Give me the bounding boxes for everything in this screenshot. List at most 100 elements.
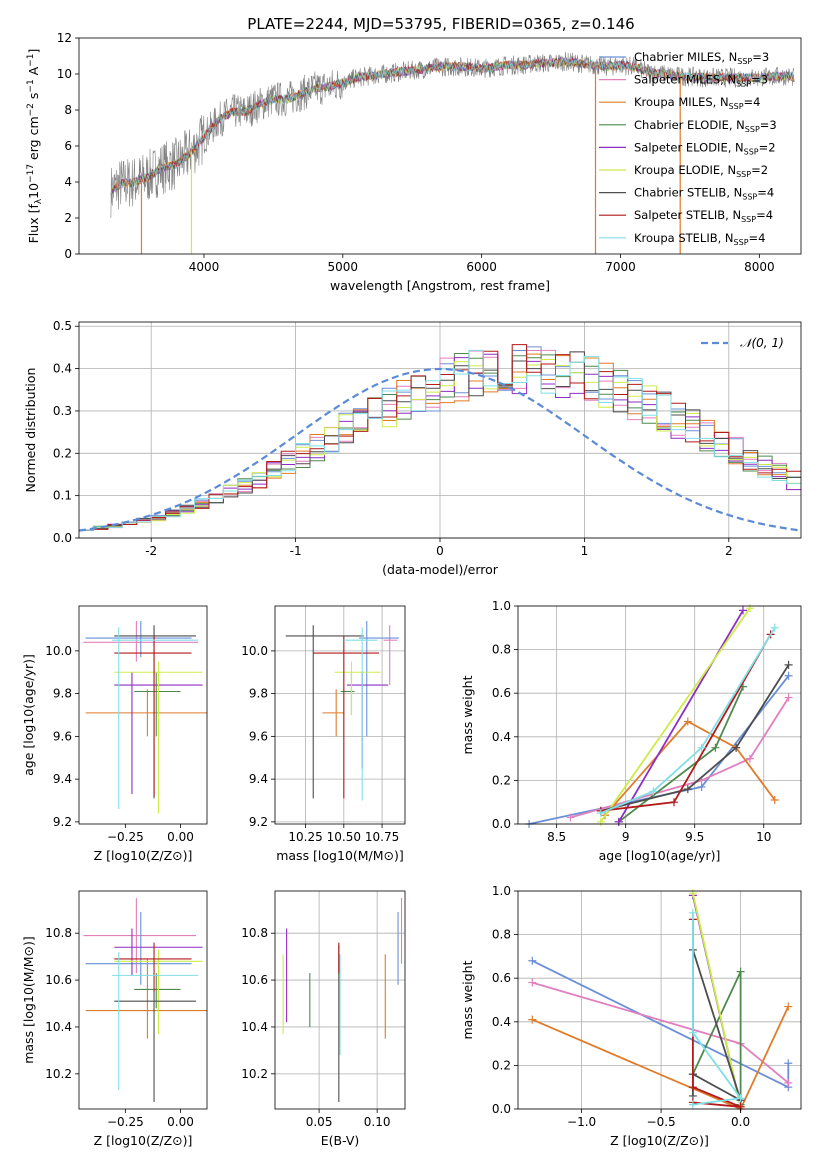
errorbar-chabrier-stelib	[285, 625, 364, 799]
weight-path	[692, 912, 743, 1106]
x-tick-label: -2	[145, 544, 157, 558]
legend-label-normal: 𝒩(0, 1)	[740, 336, 784, 350]
z-vs-age-xlabel: Z [log10(Z/Z⊙)]	[94, 848, 193, 863]
weight-marker	[688, 1083, 697, 1092]
y-tick-label: 0.4	[53, 362, 72, 376]
x-tick-label: 0.0	[731, 1115, 750, 1129]
weight-marker	[784, 1002, 793, 1011]
errorbar-salpeter-miles	[383, 625, 398, 686]
y-tick-label: 0.4	[492, 1015, 511, 1029]
z-vs-mass-ylabel: mass [log10(M/M⊙)]	[21, 936, 36, 1064]
residuals-xlabel: (data-model)/error	[382, 562, 499, 577]
y-tick-label: 10.2	[45, 1067, 72, 1081]
z-vs-massweight-frame	[517, 890, 802, 1110]
weight-marker	[711, 743, 720, 752]
y-tick-label: 10.0	[241, 644, 268, 658]
errorbar-chabrier-elodie	[134, 672, 181, 737]
weight-marker	[736, 967, 745, 976]
legend-label-salpeter-stelib: Salpeter STELIB, NSSP=4	[634, 208, 773, 224]
weight-marker	[688, 1100, 697, 1109]
y-tick-label: 1.0	[492, 599, 511, 613]
weight-marker	[688, 1028, 697, 1037]
weight-path	[692, 893, 742, 1107]
legend-label-chabrier-stelib: Chabrier STELIB, NSSP=4	[634, 186, 774, 202]
x-tick-label: 0	[436, 544, 444, 558]
x-tick-label: 0.00	[167, 830, 194, 844]
residuals-axes: -2 -1 0 1 2 0.0 0.1 0.2 0.3 0.4 0.5 (data-model)/er…	[23, 319, 802, 577]
x-tick-label: 2	[725, 544, 733, 558]
errorbar-kroupa-miles	[85, 689, 207, 737]
weight-marker	[770, 796, 779, 805]
histogram-salpeter-elodie	[79, 353, 801, 531]
y-tick-label: 10.8	[241, 926, 268, 940]
y-tick-label: 9.2	[53, 815, 72, 829]
y-tick-label: 0.0	[492, 1102, 511, 1116]
z-vs-massweight-xlabel: Z [log10(Z/Z⊙)]	[610, 1133, 709, 1148]
mass-vs-age-axes: 10.25 10.50 10.75 9.2 9.4 9.6 9.8 10.0 mass [log…	[241, 605, 406, 863]
weight-marker	[745, 754, 754, 763]
spectrum-axes: 4000 5000 6000 7000 8000 0 2 4 6 8 10 12 wavelength …	[26, 31, 802, 293]
age-vs-massweight-axes: 8.5 9 9.5 10 0.0 0.2 0.4 0.6 0.8 1.0 age [log10(ag…	[460, 599, 802, 863]
y-tick-label: 10.0	[45, 644, 72, 658]
y-tick-label: 9.2	[249, 815, 268, 829]
weight-marker	[683, 717, 692, 726]
errorbar-kroupa-stelib	[112, 627, 199, 810]
errorbar-salpeter-stelib	[114, 635, 192, 797]
weight-marker	[683, 785, 692, 794]
errorbar-salpeter-miles	[83, 898, 196, 974]
weight-marker	[688, 889, 697, 898]
z-vs-massweight-axes: −1.0 −0.5 0.0 0.0 0.2 0.4 0.6 0.8 1.0 Z [log10(Z/…	[460, 884, 802, 1148]
weight-marker	[736, 1094, 745, 1103]
y-tick-label: 8	[64, 103, 72, 117]
x-tick-label: 8.5	[547, 830, 566, 844]
y-tick-label: 9.6	[53, 729, 72, 743]
errorbar-kroupa-stelib	[112, 951, 199, 1091]
weight-marker	[688, 908, 697, 917]
y-tick-label: 9.8	[249, 687, 268, 701]
y-tick-label: 0.2	[492, 773, 511, 787]
y-tick-label: 1.0	[492, 884, 511, 898]
y-tick-label: 10.8	[45, 926, 72, 940]
weight-marker	[732, 743, 741, 752]
errorbar-kroupa-miles	[85, 958, 207, 1039]
y-tick-label: 0.0	[492, 817, 511, 831]
ebv-vs-mass-frame	[274, 890, 406, 1110]
errorbar-salpeter-stelib	[114, 942, 192, 992]
ebv-vs-mass-xlabel: E(B-V)	[321, 1133, 360, 1148]
legend-label-chabrier-miles: Chabrier MILES, NSSP=3	[634, 50, 769, 66]
weight-marker	[739, 606, 748, 615]
weight-marker	[649, 787, 658, 796]
y-tick-label: 10.6	[241, 973, 268, 987]
weight-path	[600, 664, 790, 812]
weight-marker	[614, 817, 623, 826]
y-tick-label: 9.4	[53, 772, 72, 786]
x-tick-label: −1.0	[567, 1115, 596, 1129]
y-tick-label: 0.1	[53, 489, 72, 503]
histogram-kroupa-miles	[79, 353, 801, 531]
y-tick-label: 2	[64, 211, 72, 225]
y-tick-label: 0.3	[53, 404, 72, 418]
mass-vs-age-xlabel: mass [log10(M/M⊙)]	[276, 848, 404, 863]
y-tick-label: 0	[64, 247, 72, 261]
weight-marker	[566, 813, 575, 822]
weight-marker	[784, 1059, 793, 1068]
weight-line-kroupa-stelib	[688, 908, 745, 1109]
x-tick-label: 10	[756, 830, 771, 844]
errorbar-chabrier-miles	[85, 912, 192, 985]
y-tick-label: 9.8	[53, 687, 72, 701]
spectrum-legend: Chabrier MILES, NSSP=3 Salpeter MILES, NS…	[599, 50, 777, 247]
figure-title: PLATE=2244, MJD=53795, FIBERID=0365, z=0…	[247, 15, 634, 33]
residuals-legend: 𝒩(0, 1)	[701, 336, 784, 350]
weight-marker	[528, 956, 537, 965]
y-tick-label: 9.4	[249, 772, 268, 786]
x-tick-label: 7000	[605, 260, 636, 274]
x-tick-label: 6000	[466, 260, 497, 274]
z-vs-mass-axes: −0.25 0.00 10.2 10.4 10.6 10.8 Z [log10(Z/Z⊙)]…	[21, 890, 208, 1148]
model-spectrum-kroupa-stelib	[110, 57, 795, 196]
weight-marker	[669, 798, 678, 807]
errorbar-kroupa-stelib	[343, 627, 378, 801]
x-tick-label: −0.5	[647, 1115, 676, 1129]
y-tick-label: 9.6	[249, 729, 268, 743]
legend-label-kroupa-elodie: Kroupa ELODIE, NSSP=2	[634, 163, 768, 179]
